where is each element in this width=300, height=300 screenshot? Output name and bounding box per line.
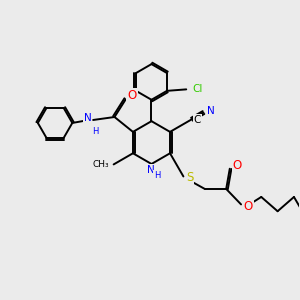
Text: N: N [84,112,92,123]
Text: O: O [233,159,242,172]
Text: H: H [154,170,160,179]
Text: C: C [194,115,201,125]
Text: CH₃: CH₃ [93,160,109,169]
Text: N: N [147,165,155,175]
Text: H: H [92,127,99,136]
Text: Cl: Cl [193,84,203,94]
Text: O: O [243,200,253,213]
Text: S: S [186,170,193,184]
Text: N: N [207,106,215,116]
Text: O: O [127,89,136,102]
